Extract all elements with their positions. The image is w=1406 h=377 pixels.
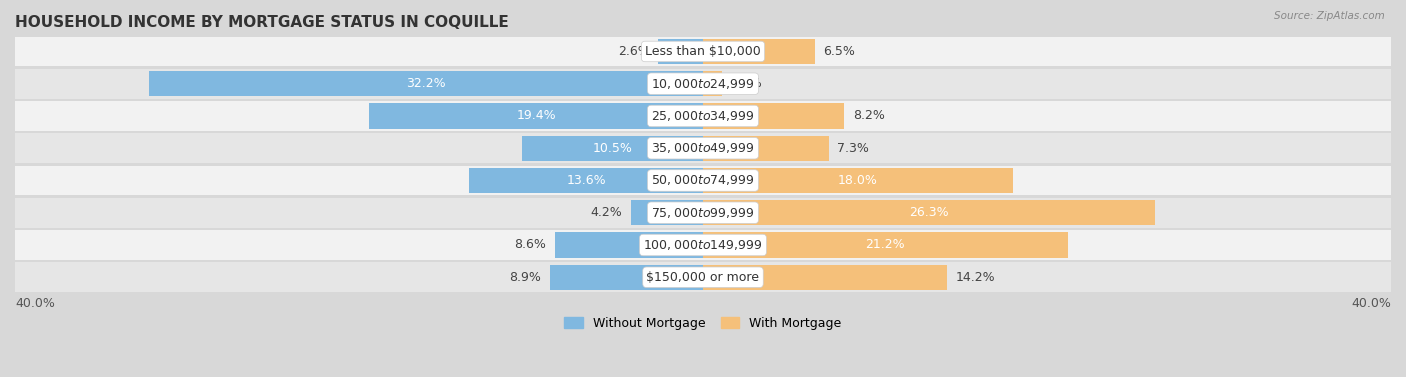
- Bar: [703, 71, 721, 96]
- Bar: [15, 133, 1391, 163]
- Text: 26.3%: 26.3%: [910, 206, 949, 219]
- Bar: [15, 37, 1391, 66]
- Bar: [703, 136, 828, 161]
- Text: 19.4%: 19.4%: [516, 109, 555, 123]
- Text: 8.2%: 8.2%: [852, 109, 884, 123]
- Text: 2.6%: 2.6%: [617, 45, 650, 58]
- Text: 18.0%: 18.0%: [838, 174, 877, 187]
- Bar: [15, 69, 1391, 98]
- Text: $75,000 to $99,999: $75,000 to $99,999: [651, 206, 755, 220]
- Bar: [703, 103, 844, 129]
- Bar: [15, 230, 1391, 260]
- Bar: [703, 265, 948, 290]
- Text: 7.3%: 7.3%: [837, 142, 869, 155]
- Text: 4.2%: 4.2%: [591, 206, 623, 219]
- Bar: [15, 262, 1391, 292]
- Bar: [550, 265, 703, 290]
- Text: 40.0%: 40.0%: [15, 297, 55, 310]
- Bar: [703, 232, 1067, 257]
- Bar: [703, 39, 815, 64]
- Text: 1.1%: 1.1%: [731, 77, 762, 90]
- Text: 40.0%: 40.0%: [1351, 297, 1391, 310]
- Text: 8.6%: 8.6%: [515, 239, 547, 251]
- Text: 13.6%: 13.6%: [567, 174, 606, 187]
- Text: 32.2%: 32.2%: [406, 77, 446, 90]
- Bar: [15, 198, 1391, 228]
- Bar: [15, 166, 1391, 195]
- Text: $25,000 to $34,999: $25,000 to $34,999: [651, 109, 755, 123]
- Bar: [703, 200, 1156, 225]
- Text: Less than $10,000: Less than $10,000: [645, 45, 761, 58]
- Text: 21.2%: 21.2%: [866, 239, 905, 251]
- Text: HOUSEHOLD INCOME BY MORTGAGE STATUS IN COQUILLE: HOUSEHOLD INCOME BY MORTGAGE STATUS IN C…: [15, 15, 509, 30]
- Bar: [470, 168, 703, 193]
- Text: $35,000 to $49,999: $35,000 to $49,999: [651, 141, 755, 155]
- Bar: [523, 136, 703, 161]
- Bar: [631, 200, 703, 225]
- Bar: [15, 101, 1391, 131]
- Bar: [658, 39, 703, 64]
- Text: $150,000 or more: $150,000 or more: [647, 271, 759, 284]
- Text: $50,000 to $74,999: $50,000 to $74,999: [651, 173, 755, 187]
- Bar: [370, 103, 703, 129]
- Bar: [703, 168, 1012, 193]
- Text: 8.9%: 8.9%: [509, 271, 541, 284]
- Text: 10.5%: 10.5%: [593, 142, 633, 155]
- Bar: [555, 232, 703, 257]
- Text: $10,000 to $24,999: $10,000 to $24,999: [651, 77, 755, 91]
- Text: 6.5%: 6.5%: [824, 45, 855, 58]
- Text: $100,000 to $149,999: $100,000 to $149,999: [644, 238, 762, 252]
- Bar: [149, 71, 703, 96]
- Text: 14.2%: 14.2%: [956, 271, 995, 284]
- Text: Source: ZipAtlas.com: Source: ZipAtlas.com: [1274, 11, 1385, 21]
- Legend: Without Mortgage, With Mortgage: Without Mortgage, With Mortgage: [561, 313, 845, 334]
